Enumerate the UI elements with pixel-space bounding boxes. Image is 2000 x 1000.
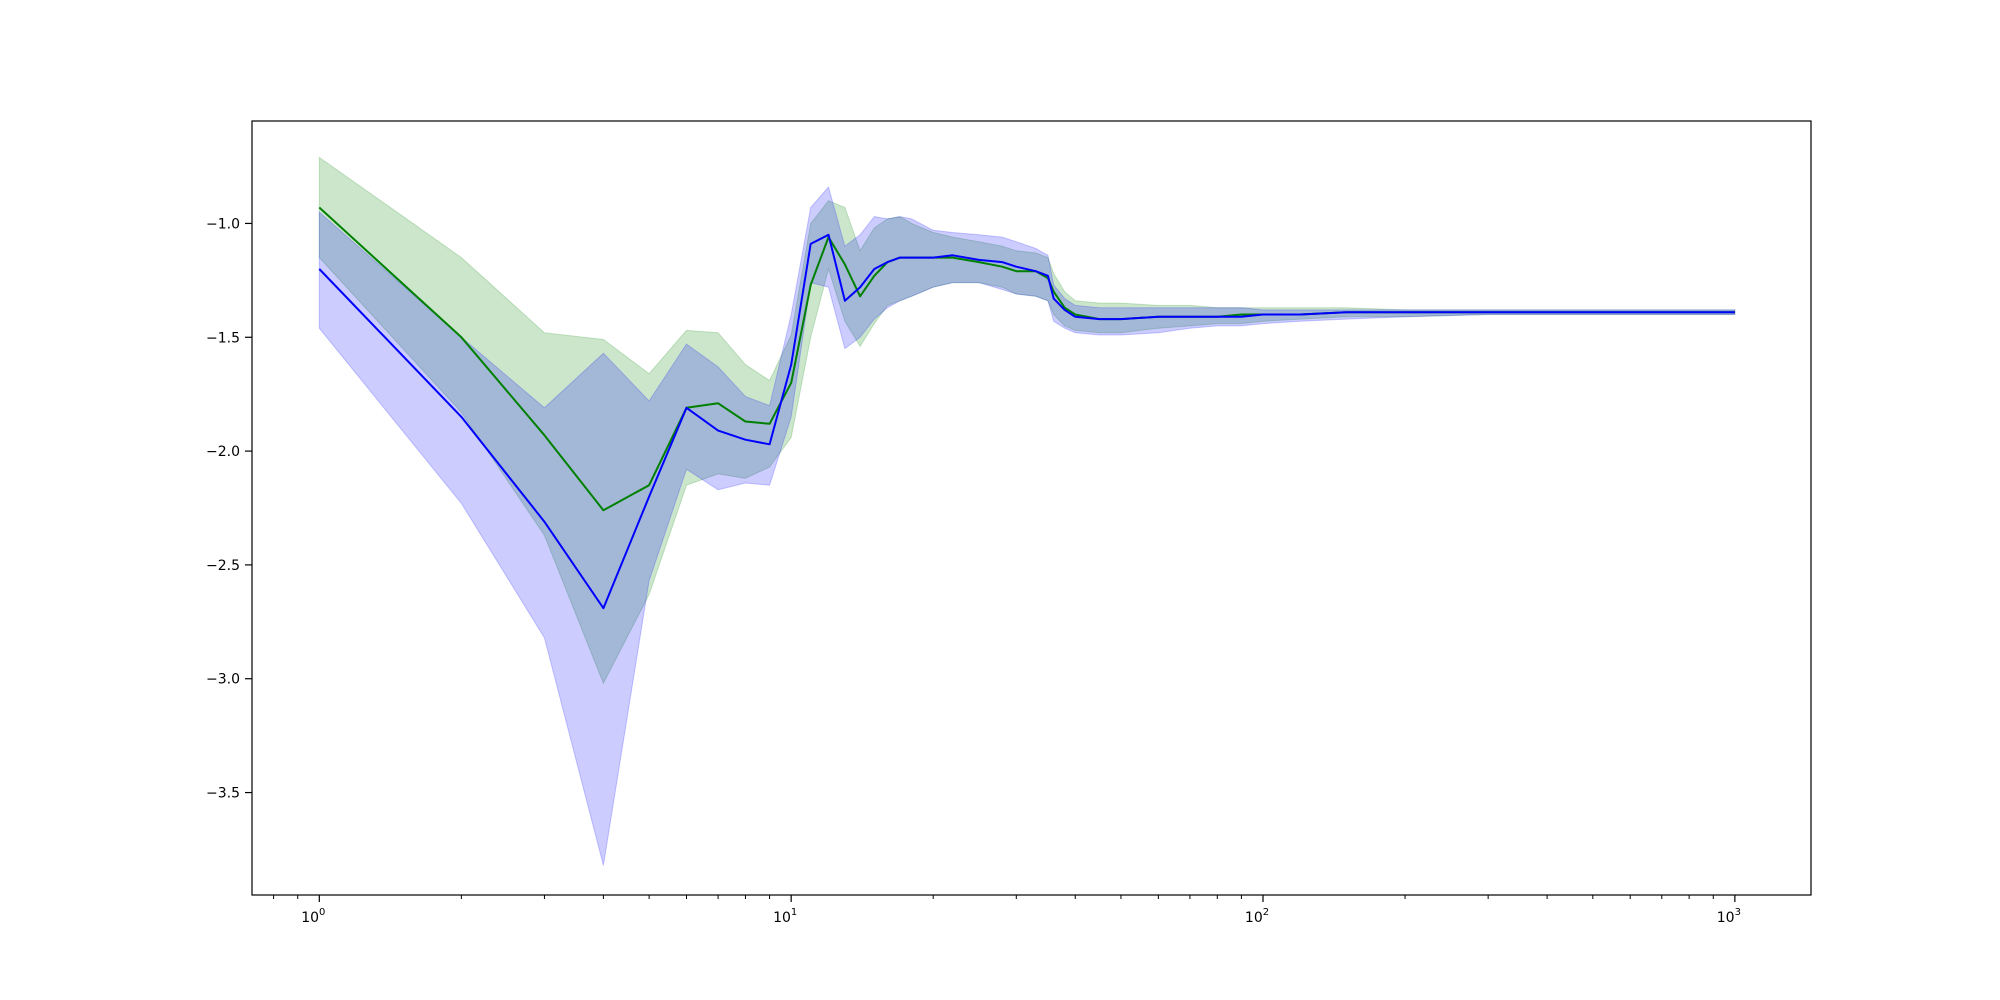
x-tick-label: 100 (301, 907, 325, 926)
series-lines (318, 206, 1735, 610)
series-1-line (318, 206, 1735, 512)
y-axis: −1.0 −1.5 −2.0 −2.5 −3.0 −3.5 (206, 216, 252, 802)
x-axis: 100 101 102 103 (273, 895, 1741, 926)
y-tick-label: −2.5 (206, 558, 240, 574)
x-tick-label: 103 (1717, 907, 1741, 926)
y-tick-label: −3.5 (206, 786, 240, 802)
series-2-band (318, 185, 1736, 866)
x-tick-label: 101 (773, 907, 797, 926)
series-2-line (318, 233, 1735, 610)
y-tick-label: −1.0 (206, 216, 240, 232)
plot-frame (251, 120, 1812, 896)
x-tick-label: 102 (1245, 907, 1269, 926)
y-tick-label: −3.0 (206, 672, 240, 688)
series-1-band (318, 156, 1736, 685)
y-tick-label: −1.5 (206, 330, 240, 346)
y-tick-label: −2.0 (206, 444, 240, 460)
confidence-bands (318, 156, 1736, 866)
